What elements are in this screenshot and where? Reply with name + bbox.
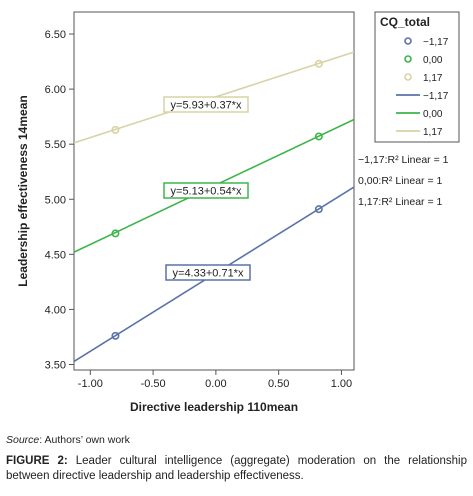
data-point-1-0 [111, 229, 120, 238]
x-axis-label: Directive leadership 110mean [130, 400, 298, 414]
y-tick-label-0: 3.50 [45, 359, 66, 371]
data-point-0-1 [314, 205, 323, 214]
y-tick-label-3: 5.00 [45, 194, 66, 206]
equation-box-1 [163, 182, 249, 199]
x-tick-label-2: 0.00 [205, 378, 226, 390]
source-text: : Authors’ own work [39, 434, 130, 446]
x-tick-label-4: 1.00 [331, 378, 352, 390]
y-axis-label: Leadership effectiveness 14mean [16, 95, 30, 286]
legend-marker-label-0: −1,17 [423, 37, 449, 48]
series-1: y=5.13+0.54*x [74, 118, 354, 253]
caption-label: FIGURE 2: [6, 455, 68, 467]
legend-line-label-1: 0,00 [423, 109, 443, 120]
legend: CQ_total −1,17 0,00 1,17 −1,17 0,00 1,17 [374, 11, 460, 143]
legend-box [374, 11, 460, 143]
x-tick-label-0: -1.00 [78, 378, 103, 390]
x-tick-label-3: 0.50 [268, 378, 289, 390]
y-tick-label-4: 5.50 [45, 139, 66, 151]
figure-source: Source: Authors’ own work [6, 434, 130, 446]
legend-marker-0 [404, 37, 412, 45]
legend-marker-label-2: 1,17 [423, 73, 443, 84]
data-point-2-0 [111, 125, 120, 134]
series-0: y=4.33+0.71*x [74, 186, 354, 363]
series-2: y=5.93+0.37*x [74, 51, 354, 144]
y-tick-label-1: 4.00 [45, 304, 66, 316]
figure-caption: FIGURE 2: Leader cultural intelligence (… [6, 454, 467, 484]
data-point-2-1 [314, 59, 323, 68]
equation-box-2 [163, 96, 249, 113]
legend-marker-2 [404, 73, 412, 81]
source-label: Source [6, 434, 40, 446]
equation-label-2: y=5.93+0.37*x [171, 100, 242, 112]
y-tick-label-6: 6.50 [45, 29, 66, 41]
legend-title: CQ_total [380, 15, 430, 29]
legend-marker-1 [404, 55, 412, 63]
equation-box-0 [165, 264, 251, 281]
r2-annotation-2: 1,17:R² Linear = 1 [358, 196, 443, 208]
caption-text: Leader cultural intelligence (aggregate)… [6, 455, 468, 482]
chart-figure: 3.50 4.00 4.50 5.00 5.50 6.00 6.50 -1.00 -0.50 0.… [16, 11, 460, 414]
y-tick-label-5: 6.00 [45, 84, 66, 96]
scatter-plot: 3.50 4.00 4.50 5.00 5.50 6.00 6.50 -1.00 -0.50 0.… [16, 11, 460, 414]
x-tick-label-1: -0.50 [141, 378, 166, 390]
legend-line-label-0: −1,17 [423, 91, 449, 102]
r2-annotation-0: −1,17:R² Linear = 1 [358, 154, 449, 166]
legend-marker-label-1: 0,00 [423, 55, 443, 66]
equation-label-0: y=4.33+0.71*x [173, 268, 244, 280]
y-tick-label-2: 4.50 [45, 249, 66, 261]
r2-annotation-1: 0,00:R² Linear = 1 [358, 175, 443, 187]
data-point-0-0 [111, 331, 120, 340]
data-point-1-1 [314, 132, 323, 141]
legend-line-label-2: 1,17 [423, 127, 443, 138]
equation-label-1: y=5.13+0.54*x [171, 186, 242, 198]
